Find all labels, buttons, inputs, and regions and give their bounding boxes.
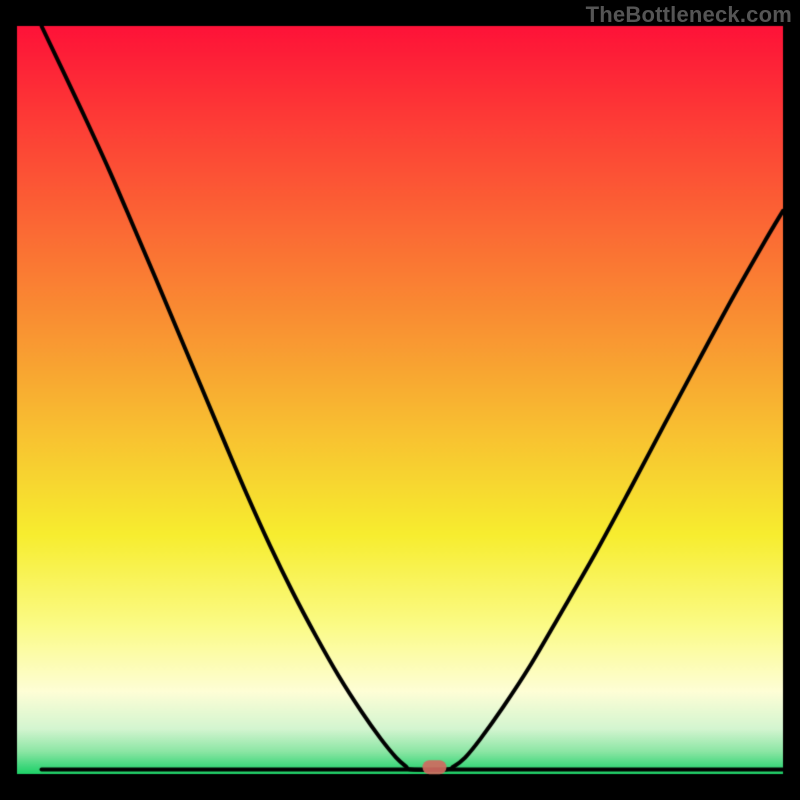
chart-stage: TheBottleneck.com (0, 0, 800, 800)
bottleneck-v-curve-chart (0, 0, 800, 800)
watermark-label: TheBottleneck.com (586, 2, 792, 28)
